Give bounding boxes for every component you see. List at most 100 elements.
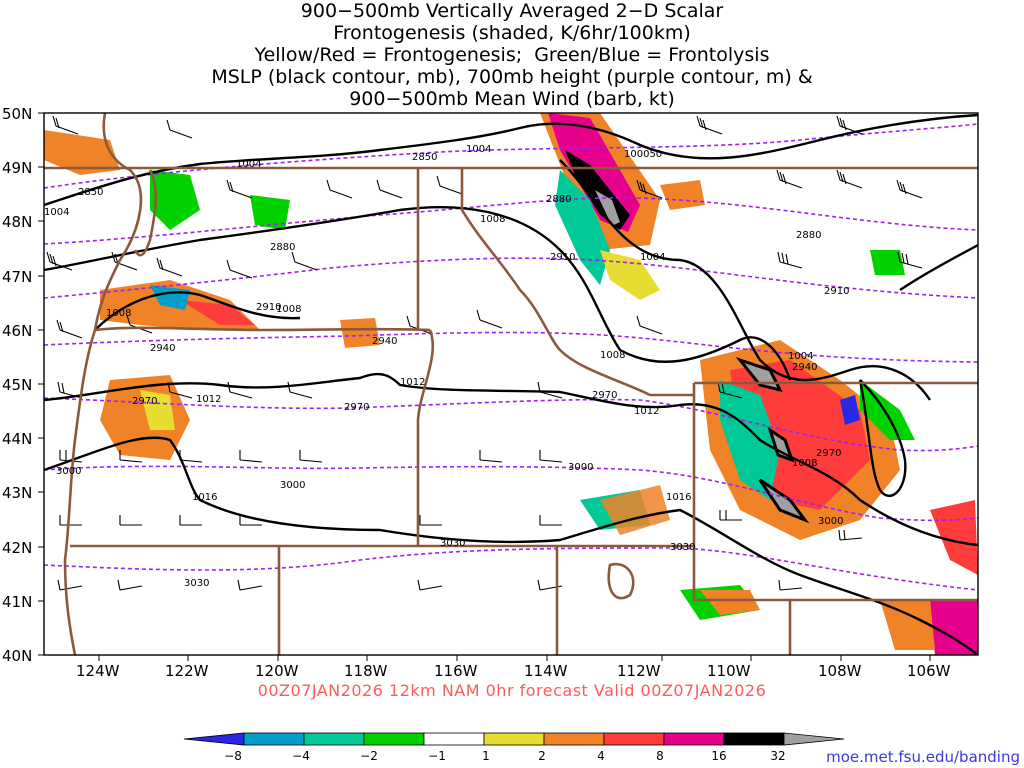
fronto-or-south-yellow — [140, 390, 175, 430]
wind-barb — [376, 179, 403, 199]
mslp-label: 1004 — [466, 144, 491, 155]
colorbar-labels: −8 −4 −2 −1 1 2 4 8 16 32 — [224, 749, 785, 763]
colorbar-label: −2 — [360, 749, 378, 763]
mslp-label: 1012 — [634, 406, 659, 417]
height-label: 2850 — [78, 187, 103, 198]
wind-barb — [479, 450, 503, 463]
mslp-label: 1008 — [480, 214, 505, 225]
mslp-label: 1016 — [666, 492, 691, 503]
wind-barb — [896, 179, 923, 199]
mslp-contour-1016 — [44, 436, 978, 655]
border-or-id — [416, 329, 435, 546]
coastline — [63, 113, 143, 655]
mslp-contour-1008 — [44, 206, 792, 381]
wind-barb — [291, 251, 318, 271]
longitude-labels: 124W 122W 120W 118W 116W 114W 112W 110W … — [76, 662, 951, 680]
colorbar-swatch — [243, 732, 305, 746]
wind-barb — [406, 315, 433, 335]
wind-barb — [239, 450, 263, 463]
lat-label-47n: 47N — [2, 268, 32, 286]
colorbar-arrow-low — [183, 732, 245, 746]
wind-barb — [46, 251, 73, 271]
mslp-label: 1004 — [788, 351, 813, 362]
height-label: 2940 — [372, 336, 397, 347]
border-id-mt — [460, 168, 694, 397]
wind-barb — [287, 381, 313, 399]
fronto-co-orange — [700, 590, 760, 615]
wind-barb — [326, 179, 353, 199]
wind-barb — [227, 381, 253, 399]
colorbar-label: 16 — [711, 749, 726, 763]
border-wa-or — [94, 326, 431, 332]
wind-barb — [636, 179, 663, 199]
mslp-label: 1008 — [276, 304, 301, 315]
height-label: 3000 — [818, 516, 843, 527]
wind-barb — [539, 450, 563, 463]
lat-label-48n: 48N — [2, 213, 32, 231]
fronto-se-max-3 — [758, 478, 810, 524]
wind-barb — [299, 450, 323, 463]
mslp-contour-1008-loop — [94, 291, 301, 331]
lon-label-106w: 106W — [907, 662, 951, 680]
lon-label-110w: 110W — [707, 662, 751, 680]
wind-barb — [777, 251, 803, 269]
mslp-contours — [44, 113, 978, 655]
colorbar-label: 1 — [482, 749, 490, 763]
wind-barb — [417, 579, 443, 591]
height-label: 2970 — [132, 396, 157, 407]
fronto-wa-green-2 — [250, 195, 290, 230]
title-line-3: Yellow/Red = Frontogenesis; Green/Blue =… — [254, 44, 770, 66]
wind-barb — [476, 309, 503, 329]
mslp-label: 1004 — [236, 159, 261, 170]
lon-label-108w: 108W — [818, 662, 862, 680]
colorbar-swatch — [363, 732, 425, 746]
height-label: 2970 — [344, 402, 369, 413]
wind-barb — [59, 515, 82, 526]
wind-barb — [57, 579, 83, 591]
fronto-mt-green — [870, 250, 905, 275]
wind-barb — [897, 251, 923, 269]
border-ut-wy — [692, 383, 792, 655]
wind-barb — [117, 579, 143, 591]
wind-barb — [166, 119, 193, 139]
lat-label-40n: 40N — [2, 647, 32, 665]
title-line-1: 900−500mb Vertically Averaged 2−D Scalar — [300, 0, 724, 22]
wind-barb — [778, 579, 803, 591]
wind-barb — [719, 510, 742, 521]
height-label: 3030 — [670, 542, 695, 553]
mslp-label: 1004 — [640, 252, 665, 263]
wind-barb — [179, 450, 203, 463]
lat-label-46n: 46N — [2, 322, 32, 340]
wind-barb — [539, 515, 562, 526]
height-contour-2880 — [44, 196, 978, 245]
colorbar-swatch — [303, 732, 365, 746]
latitude-labels: 50N 49N 48N 47N 46N 45N 44N 43N 42N 41N … — [2, 105, 32, 665]
mslp-contour-1004-north — [44, 113, 978, 207]
colorbar-swatch — [723, 732, 785, 746]
mslp-label: 1016 — [192, 492, 217, 503]
mslp-contour-1004-mid — [559, 159, 931, 401]
wind-barb — [179, 515, 202, 526]
lon-label-122w: 122W — [165, 662, 209, 680]
fronto-se-max-2 — [767, 426, 795, 463]
longitude-axis — [98, 655, 931, 661]
lon-label-116w: 116W — [434, 662, 478, 680]
lon-label-114w: 114W — [524, 662, 568, 680]
puget-sound — [133, 169, 158, 257]
mslp-contour-se-ring — [858, 379, 907, 497]
colorbar-swatch — [543, 732, 605, 746]
height-label: 2910 — [256, 302, 281, 313]
wind-barb — [226, 179, 253, 199]
lat-label-50n: 50N — [2, 105, 32, 123]
lon-label-112w: 112W — [617, 662, 661, 680]
title-line-2: Frontogenesis (shaded, K/6hr/100km) — [333, 22, 691, 44]
wind-barb — [226, 259, 253, 279]
wind-barb — [419, 515, 442, 526]
height-label: 2850 — [412, 152, 437, 163]
credit-link[interactable]: moe.met.fsu.edu/banding — [826, 748, 1020, 766]
title-line-4: MSLP (black contour, mb), 700mb height (… — [211, 66, 813, 88]
lon-label-124w: 124W — [76, 662, 120, 680]
title-line-5: 900−500mb Mean Wind (barb, kt) — [349, 88, 675, 110]
height-contour-3030 — [44, 547, 978, 591]
wind-barb — [57, 381, 83, 399]
